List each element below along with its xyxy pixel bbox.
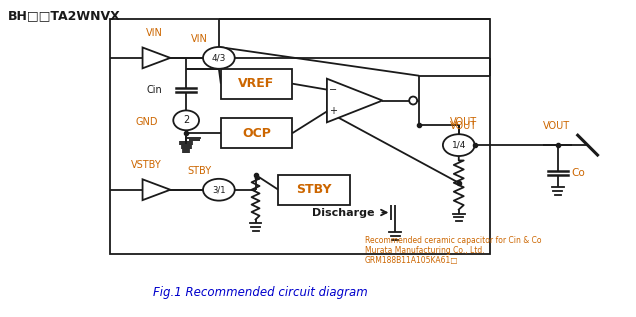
Text: GRM188B11A105KA61□: GRM188B11A105KA61□ (364, 256, 458, 265)
Ellipse shape (173, 110, 199, 130)
Ellipse shape (203, 179, 235, 201)
Text: Discharge: Discharge (312, 208, 375, 217)
Text: Co: Co (572, 168, 586, 178)
Bar (279, 175, 350, 204)
Bar (221, 118, 292, 148)
Text: VOUT: VOUT (543, 121, 570, 131)
Text: −: − (329, 85, 337, 94)
Circle shape (409, 97, 417, 105)
Text: 1/4: 1/4 (452, 141, 466, 150)
Text: 2: 2 (183, 115, 190, 125)
Polygon shape (142, 48, 170, 68)
Ellipse shape (443, 134, 474, 156)
Text: Cin: Cin (147, 85, 162, 94)
Text: Murata Manufacturing Co., Ltd.: Murata Manufacturing Co., Ltd. (364, 246, 484, 255)
Text: +: + (329, 107, 337, 116)
Text: VREF: VREF (238, 77, 275, 90)
Text: 3/1: 3/1 (212, 185, 226, 194)
Text: VSTBY: VSTBY (131, 160, 162, 170)
Text: Fig.1 Recommended circuit diagram: Fig.1 Recommended circuit diagram (153, 286, 368, 299)
Text: BH□□TA2WNVX: BH□□TA2WNVX (8, 9, 120, 22)
Text: VOUT: VOUT (450, 121, 477, 131)
Text: OCP: OCP (242, 127, 271, 140)
Text: VOUT: VOUT (450, 117, 477, 127)
Text: STBY: STBY (296, 183, 332, 196)
Text: GND: GND (136, 117, 158, 127)
Text: 4/3: 4/3 (212, 53, 226, 62)
Polygon shape (327, 79, 382, 122)
Bar (110, 19, 490, 254)
Ellipse shape (203, 47, 235, 69)
Text: Recommended ceramic capacitor for Cin & Co: Recommended ceramic capacitor for Cin & … (364, 236, 541, 245)
Text: STBY: STBY (187, 166, 211, 176)
Text: VIN: VIN (191, 34, 207, 44)
Polygon shape (142, 179, 170, 200)
Bar (221, 69, 292, 99)
Text: VIN: VIN (146, 28, 163, 38)
